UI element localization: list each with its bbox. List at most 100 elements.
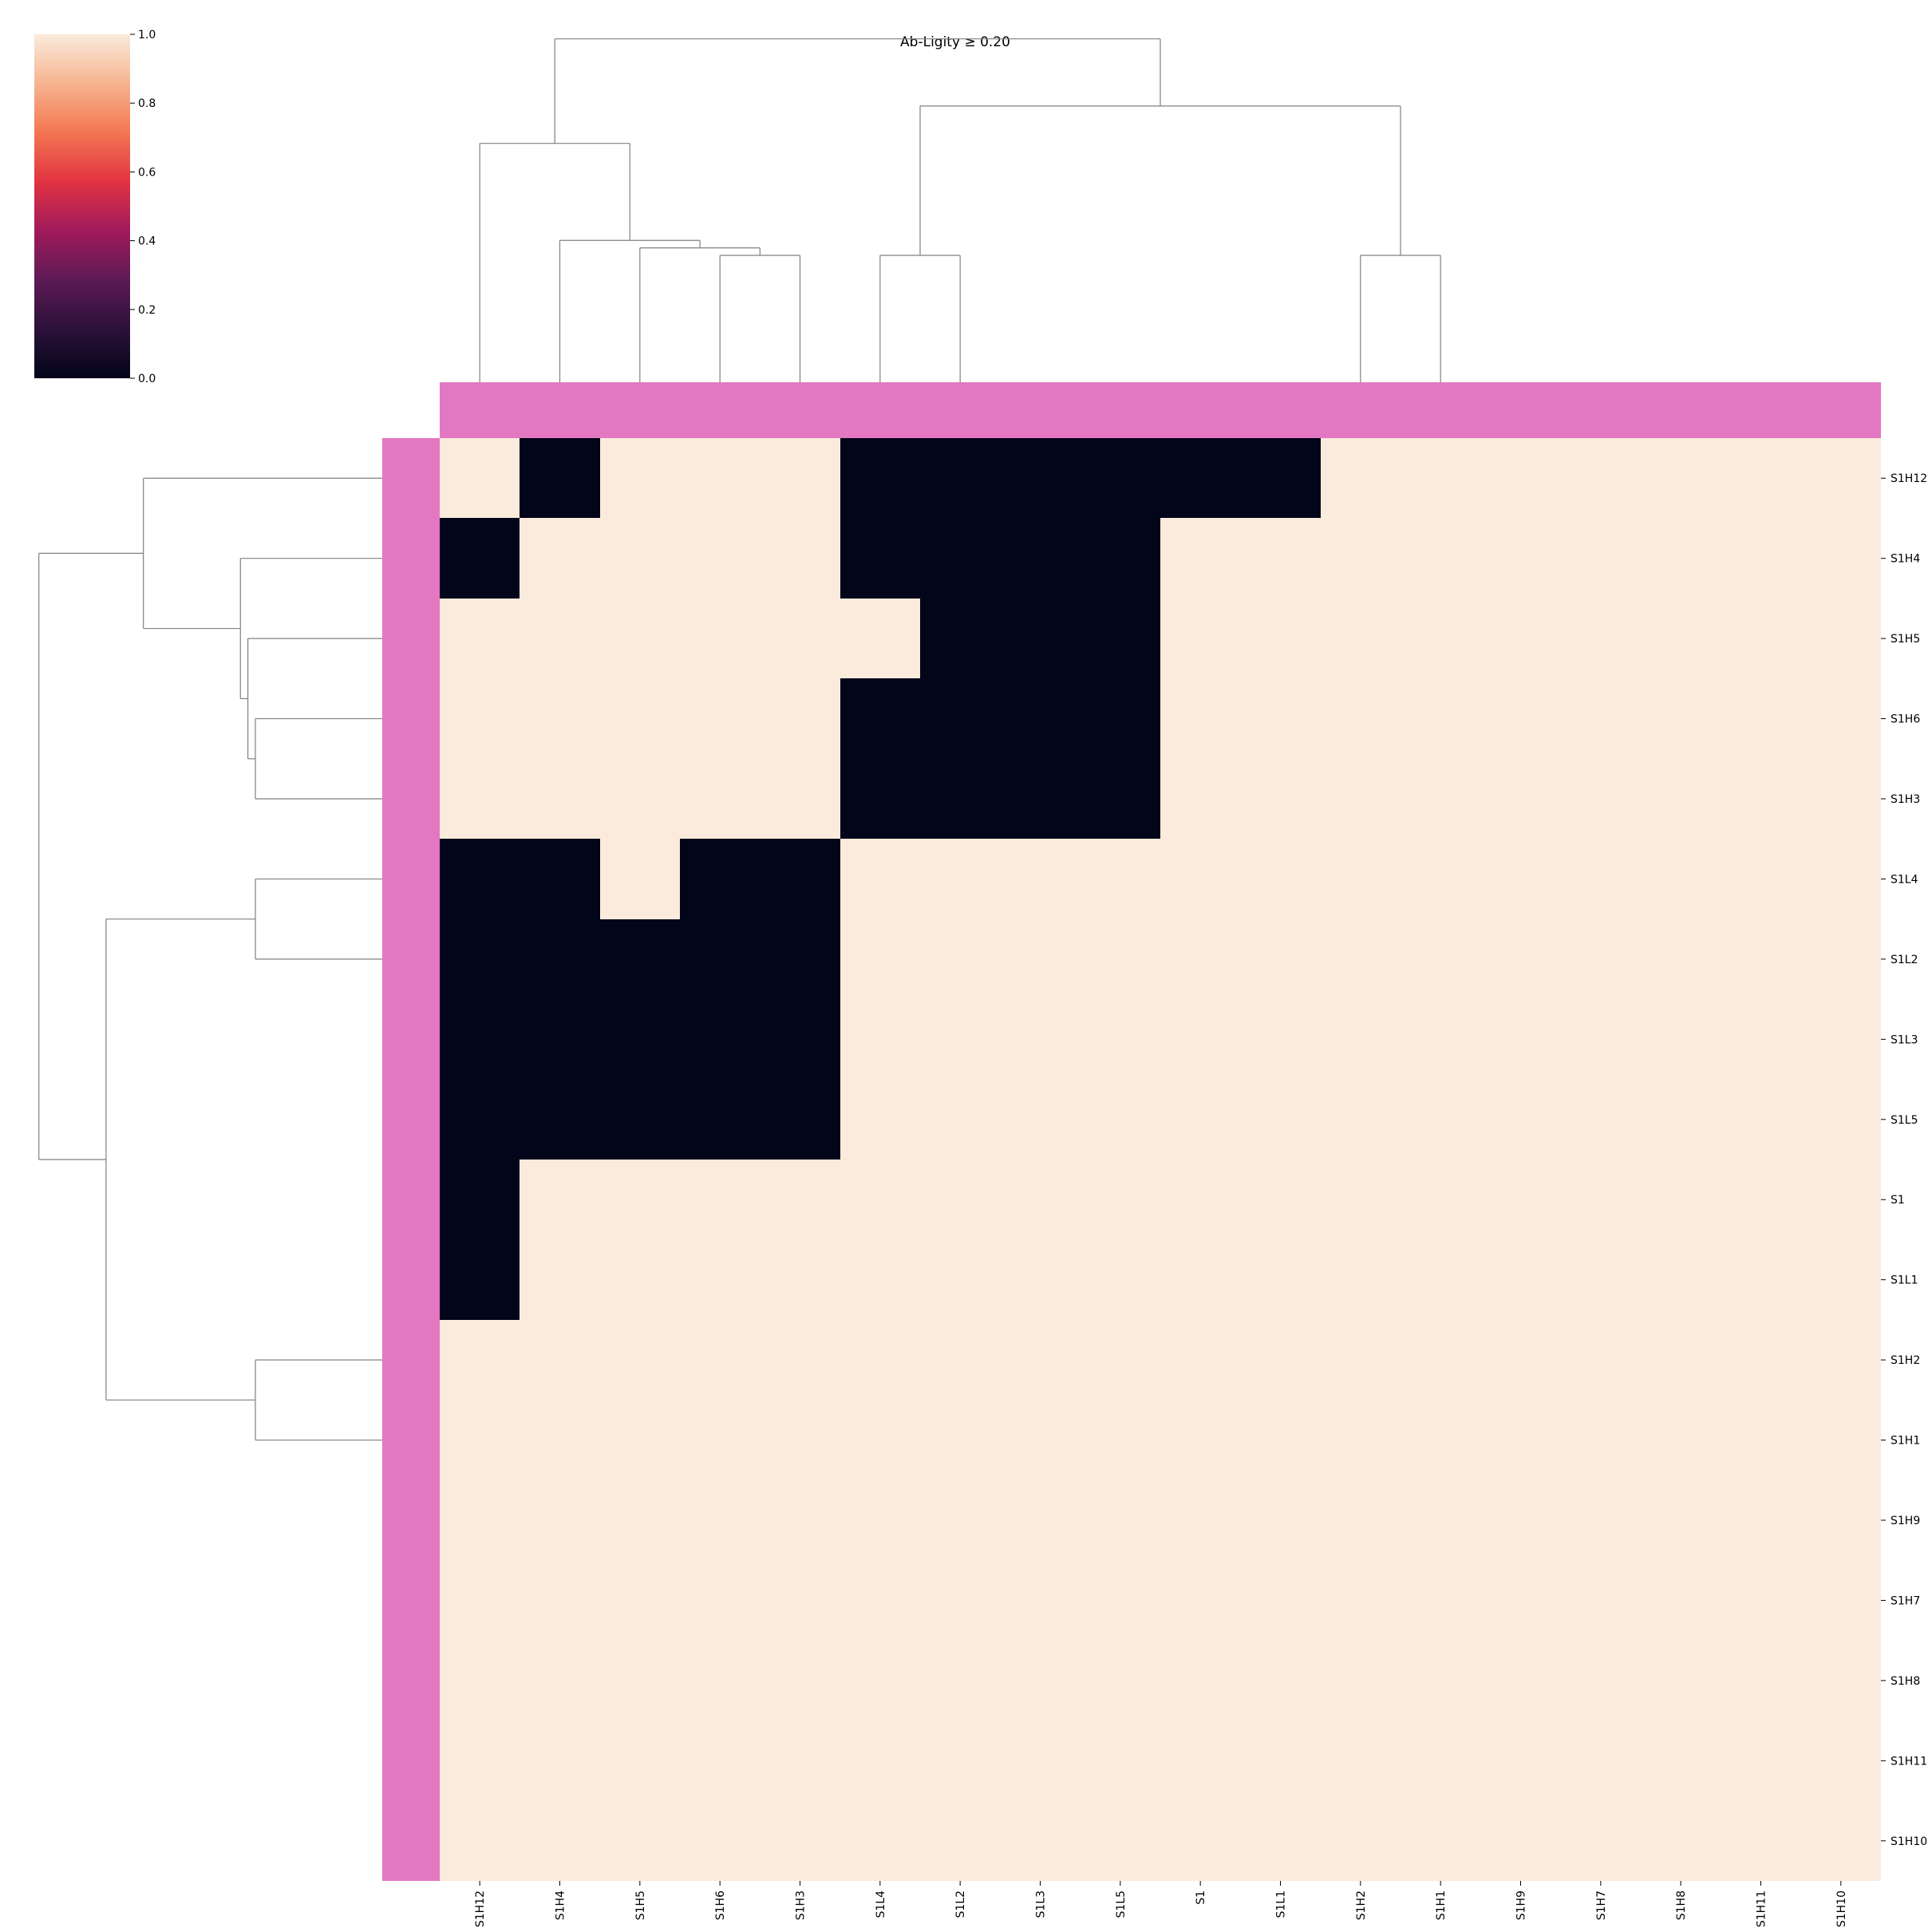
heatmap-cell	[1240, 919, 1321, 999]
heatmap-cell	[680, 678, 760, 759]
heatmap-cell	[1721, 999, 1801, 1080]
heatmap-cell	[1561, 1721, 1641, 1801]
heatmap-cell	[440, 1801, 520, 1881]
heatmap-cell	[520, 1721, 600, 1801]
heatmap-cell	[840, 1801, 920, 1881]
heatmap-cell	[1160, 1160, 1240, 1239]
heatmap-cell	[1480, 1801, 1561, 1881]
heatmap-cell	[1721, 678, 1801, 759]
heatmap-cell	[760, 919, 840, 999]
heatmap-cell	[1721, 1239, 1801, 1320]
heatmap-cell	[840, 1320, 920, 1400]
heatmap-cell	[1401, 518, 1480, 599]
heatmap-cell	[1321, 1239, 1401, 1320]
heatmap-cell	[1801, 678, 1881, 759]
heatmap-cell	[1721, 759, 1801, 839]
heatmap-cell	[1561, 1320, 1641, 1400]
heatmap-cell	[760, 1721, 840, 1801]
heatmap-cell	[1801, 438, 1881, 518]
heatmap-cell	[1480, 759, 1561, 839]
heatmap-cell	[1000, 919, 1081, 999]
heatmap-cell	[1721, 1480, 1801, 1560]
heatmap-cell	[1480, 839, 1561, 919]
heatmap-cell	[520, 1801, 600, 1881]
heatmap-cell	[920, 518, 1000, 599]
colorbar-tick-label: 0.6	[138, 166, 156, 179]
heatmap-cell	[840, 759, 920, 839]
heatmap-cell	[1401, 1160, 1480, 1239]
heatmap-cell	[1240, 599, 1321, 678]
heatmap-cell	[920, 438, 1000, 518]
heatmap-cell	[1561, 839, 1641, 919]
heatmap-cell	[680, 1801, 760, 1881]
heatmap-cell	[600, 1080, 680, 1160]
heatmap-cell	[1160, 599, 1240, 678]
heatmap-cell	[1000, 438, 1081, 518]
heatmap-cell	[1240, 1801, 1321, 1881]
heatmap-cell	[440, 1239, 520, 1320]
heatmap-cell	[1401, 678, 1480, 759]
heatmap-cell	[1401, 839, 1480, 919]
column-tick-label: S1H8	[1675, 1891, 1688, 1920]
column-tick-label: S1H9	[1515, 1891, 1528, 1920]
heatmap-cell	[920, 599, 1000, 678]
heatmap-cell	[1401, 1480, 1480, 1560]
column-tick-label: S1H6	[714, 1891, 727, 1920]
heatmap-cell	[1160, 1320, 1240, 1400]
heatmap-cell	[440, 678, 520, 759]
row-dendrogram	[38, 477, 382, 1441]
heatmap-cell	[600, 1721, 680, 1801]
heatmap-cell	[600, 1641, 680, 1721]
heatmap-cell	[920, 839, 1000, 919]
heatmap-cell	[1321, 1480, 1401, 1560]
heatmap-cell	[1480, 999, 1561, 1080]
heatmap-cell	[440, 839, 520, 919]
heatmap-cell	[440, 1560, 520, 1641]
heatmap-cell	[1801, 919, 1881, 999]
heatmap-cell	[1321, 1801, 1401, 1881]
heatmap-cell	[1000, 759, 1081, 839]
heatmap-cell	[680, 518, 760, 599]
heatmap-cell	[1801, 1480, 1881, 1560]
heatmap-cell	[680, 1721, 760, 1801]
heatmap-cell	[1000, 839, 1081, 919]
column-tick-label: S1H1	[1435, 1891, 1448, 1920]
heatmap-cell	[520, 1320, 600, 1400]
heatmap-cell	[1160, 999, 1240, 1080]
heatmap-cell	[680, 759, 760, 839]
heatmap-cell	[1641, 678, 1721, 759]
row-tick-label: S1H11	[1891, 1755, 1927, 1768]
heatmap-cell	[1160, 1560, 1240, 1641]
heatmap-cell	[1801, 1160, 1881, 1239]
heatmap-cell	[760, 678, 840, 759]
heatmap-cell	[1641, 839, 1721, 919]
heatmap-cell	[1641, 919, 1721, 999]
heatmap-cell	[1480, 1641, 1561, 1721]
heatmap-cell	[440, 1641, 520, 1721]
row-tick-label: S1H7	[1891, 1594, 1920, 1607]
heatmap-cell	[680, 1400, 760, 1480]
heatmap-cell	[1641, 518, 1721, 599]
heatmap-cell	[680, 1560, 760, 1641]
heatmap-cells	[440, 438, 1881, 1881]
heatmap-cell	[1160, 438, 1240, 518]
heatmap-cell	[1000, 999, 1081, 1080]
heatmap-cell	[920, 1641, 1000, 1721]
heatmap-cell	[1801, 1320, 1881, 1400]
heatmap-cell	[1401, 1641, 1480, 1721]
heatmap-cell	[1321, 678, 1401, 759]
heatmap-cell	[1000, 1721, 1081, 1801]
heatmap-cell	[520, 839, 600, 919]
heatmap-cell	[1480, 1080, 1561, 1160]
heatmap-cell	[840, 1400, 920, 1480]
heatmap-cell	[760, 839, 840, 919]
heatmap-cell	[440, 1400, 520, 1480]
heatmap-cell	[1321, 1160, 1401, 1239]
heatmap-cell	[760, 438, 840, 518]
row-tick-label: S1L2	[1891, 954, 1918, 966]
heatmap-cell	[600, 599, 680, 678]
heatmap-cell	[1721, 1801, 1801, 1881]
heatmap-cell	[1160, 1400, 1240, 1480]
heatmap-cell	[920, 1080, 1000, 1160]
